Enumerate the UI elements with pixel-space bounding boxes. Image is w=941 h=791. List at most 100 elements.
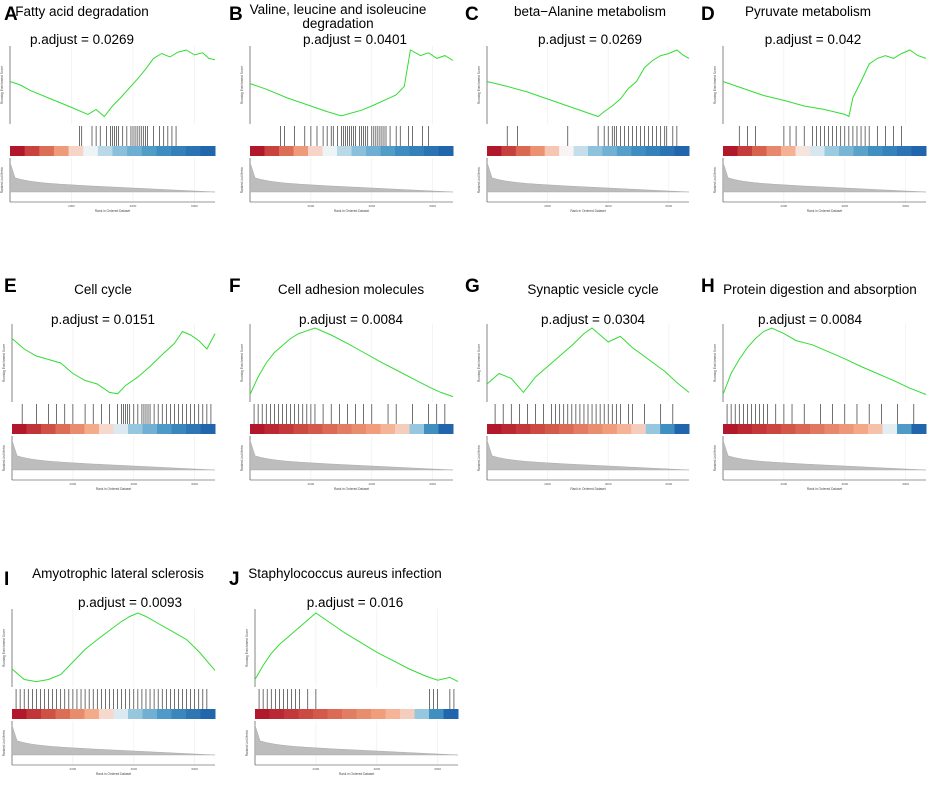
es-axis-label: Running Enrichment Score — [245, 629, 249, 667]
heat-segment — [544, 424, 560, 434]
heat-segment — [264, 146, 280, 156]
heat-segment — [84, 709, 100, 719]
es-series-line — [486, 327, 690, 394]
rank-axis-label: Ranked List Metric — [713, 166, 717, 193]
heat-segment — [200, 146, 216, 156]
heat-segment — [573, 424, 589, 434]
heat-segment — [322, 424, 338, 434]
rank-axis-label: Ranked List Metric — [713, 444, 717, 471]
heat-segment — [157, 424, 172, 434]
heat-segment — [409, 146, 425, 156]
heat-segment — [84, 424, 100, 434]
heat-segment — [380, 424, 396, 434]
heat-segment — [602, 146, 618, 156]
es-series-line — [9, 49, 216, 118]
panel-letter: B — [229, 4, 243, 25]
heat-segment — [279, 146, 294, 156]
panel-j: J Staphylococcus aureus infection p.adjust… — [229, 566, 459, 776]
heat-segment — [501, 424, 517, 434]
heat-segment — [911, 424, 927, 434]
heat-segment — [327, 709, 343, 719]
heat-segment — [186, 709, 201, 719]
x-axis-label: Rank in Ordered Dataset — [807, 487, 842, 491]
heat-segment — [544, 146, 560, 156]
heat-segment — [424, 146, 439, 156]
panel-letter: G — [465, 276, 480, 297]
heat-segment — [156, 146, 172, 156]
x-tick-label: 4000 — [605, 204, 612, 208]
heat-segment — [250, 424, 265, 434]
heat-segment — [810, 424, 825, 434]
x-tick-label: 4000 — [368, 204, 375, 208]
heat-segment — [142, 424, 158, 434]
heat-segment — [443, 709, 459, 719]
heat-segment — [351, 424, 367, 434]
panel-title: Pyruvate metabolism — [745, 4, 871, 19]
heat-segment — [674, 146, 690, 156]
heat-segment — [660, 424, 676, 434]
padj-label: p.adjust = 0.0093 — [78, 595, 182, 610]
heat-segment — [308, 424, 323, 434]
heat-segment — [255, 709, 270, 719]
heat-segment — [12, 709, 27, 719]
x-axis-label: Rank in Ordered Dataset — [570, 209, 605, 213]
heat-segment — [602, 424, 618, 434]
x-tick-label: 6000 — [191, 482, 198, 486]
x-tick-label: 2000 — [544, 482, 551, 486]
panel-letter: J — [229, 569, 240, 590]
rank-metric-area — [486, 161, 690, 193]
x-tick-label: 2000 — [68, 204, 75, 208]
x-tick-label: 2000 — [313, 767, 320, 771]
heat-segment — [752, 146, 767, 156]
padj-label: p.adjust = 0.016 — [307, 595, 403, 610]
x-tick-label: 2000 — [308, 482, 315, 486]
heat-segment — [53, 146, 70, 156]
heat-segment — [766, 146, 782, 156]
heat-segment — [142, 709, 158, 719]
heat-segment — [515, 424, 531, 434]
heat-segment — [853, 424, 869, 434]
heat-segment — [264, 424, 280, 434]
heat-segment — [342, 709, 357, 719]
heat-segment — [424, 424, 439, 434]
heat-segment — [70, 709, 85, 719]
heat-segment — [83, 146, 99, 156]
heat-segment — [10, 146, 26, 156]
padj-label: p.adjust = 0.0084 — [299, 312, 403, 327]
x-tick-label: 4000 — [130, 204, 137, 208]
heat-segment — [112, 146, 128, 156]
heat-segment — [409, 424, 425, 434]
x-tick-label: 4000 — [841, 482, 848, 486]
x-axis-label: Rank in Ordered Dataset — [96, 772, 131, 776]
heat-segment — [911, 146, 927, 156]
heat-segment — [853, 146, 869, 156]
heat-segment — [366, 146, 381, 156]
heat-segment — [322, 146, 338, 156]
heat-segment — [171, 146, 187, 156]
rank-axis-label: Ranked List Metric — [477, 444, 481, 471]
x-tick-label: 6000 — [434, 767, 441, 771]
panel-i: I Amyotrophic lateral sclerosis p.adjust =… — [2, 566, 216, 776]
es-axis-label: Running Enrichment Score — [0, 66, 4, 104]
heat-segment — [723, 424, 738, 434]
panel-title: Cell adhesion molecules — [278, 282, 425, 297]
heat-segment — [171, 709, 187, 719]
heat-segment — [645, 146, 661, 156]
es-series-line — [11, 612, 216, 683]
heat-segment — [24, 146, 40, 156]
heat-segment — [414, 709, 430, 719]
heat-segment — [157, 709, 172, 719]
padj-label: p.adjust = 0.0304 — [541, 312, 645, 327]
heat-segment — [337, 146, 352, 156]
rank-metric-area — [254, 724, 459, 756]
heat-segment — [356, 709, 372, 719]
es-series-line — [722, 327, 927, 395]
heat-segment — [487, 146, 502, 156]
x-tick-label: 4000 — [841, 204, 848, 208]
x-tick-label: 6000 — [429, 204, 436, 208]
x-axis-label: Rank in Ordered Dataset — [95, 209, 130, 213]
heat-segment — [41, 424, 56, 434]
